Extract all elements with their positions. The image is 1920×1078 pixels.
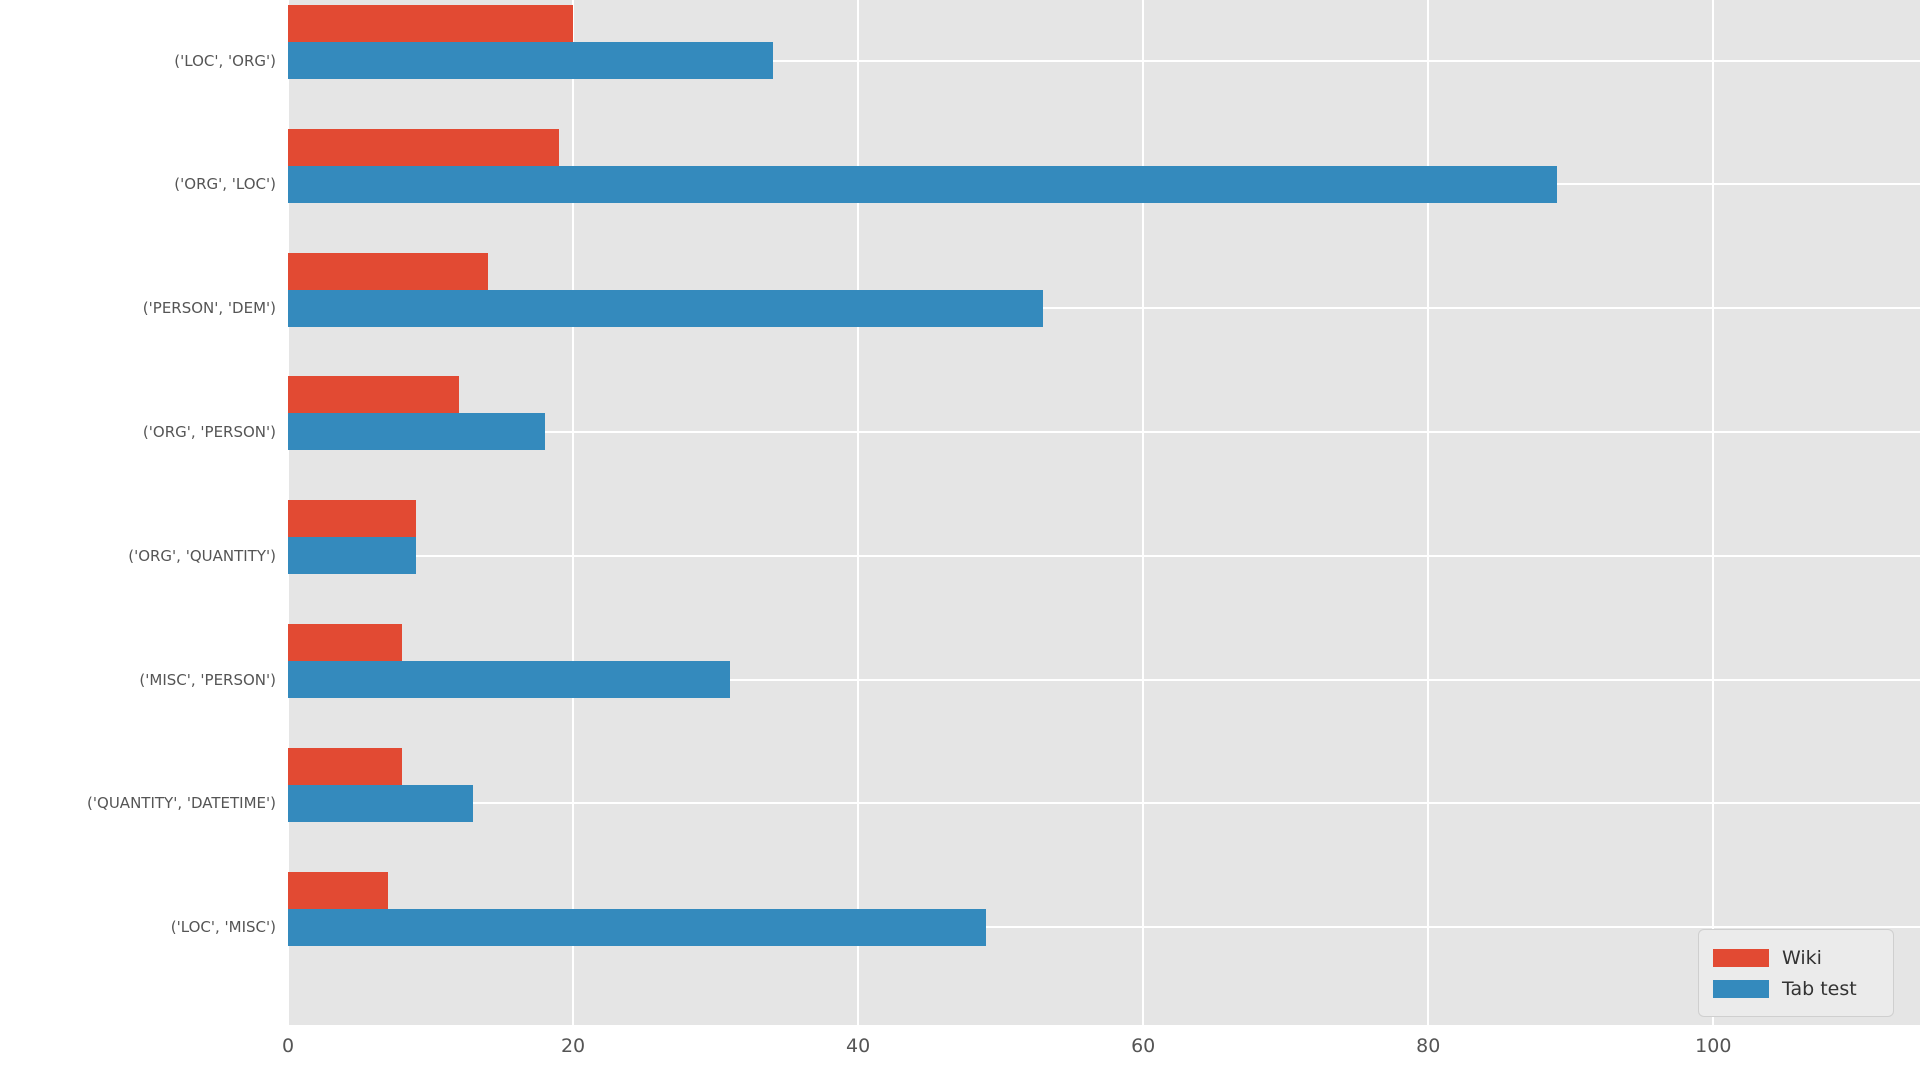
legend-entry: Tab test: [1713, 978, 1879, 1000]
bar-tab-test: [288, 537, 417, 575]
x-gridline: [857, 0, 860, 1025]
y-gridline: [288, 678, 1920, 681]
y-tick-label: ('PERSON', 'DEM'): [142, 299, 276, 318]
y-gridline: [288, 802, 1920, 805]
x-gridline: [1142, 0, 1145, 1025]
legend-swatch-tab-test: [1713, 979, 1769, 998]
y-tick-label: ('QUANTITY', 'DATETIME'): [87, 794, 276, 813]
x-tick-label: 60: [1131, 1035, 1156, 1057]
bar-wiki: [288, 500, 417, 538]
x-gridline: [572, 0, 575, 1025]
legend-entry: Wiki: [1713, 947, 1879, 969]
plot-area: [288, 0, 1920, 1025]
bar-tab-test: [288, 289, 1044, 327]
bar-wiki: [288, 5, 574, 42]
legend-label: Tab test: [1782, 977, 1857, 1000]
bar-wiki: [288, 252, 488, 290]
bar-wiki: [288, 376, 460, 414]
y-tick-label: ('LOC', 'MISC'): [170, 918, 276, 937]
x-tick-label: 100: [1695, 1035, 1732, 1057]
bar-wiki: [288, 624, 403, 661]
y-gridline: [288, 307, 1920, 310]
bar-tab-test: [288, 413, 545, 451]
y-gridline: [288, 59, 1920, 62]
bar-wiki: [288, 128, 559, 166]
bar-tab-test: [288, 42, 773, 79]
bar-wiki: [288, 871, 388, 909]
bar-tab-test: [288, 784, 474, 822]
x-gridline: [1427, 0, 1430, 1025]
y-tick-label: ('MISC', 'PERSON'): [139, 670, 276, 689]
y-gridline: [288, 430, 1920, 433]
y-gridline: [288, 554, 1920, 557]
y-tick-label: ('ORG', 'PERSON'): [142, 422, 276, 441]
y-tick-label: ('ORG', 'QUANTITY'): [128, 546, 276, 565]
x-gridline: [1712, 0, 1715, 1025]
legend-swatch-wiki: [1713, 948, 1769, 967]
bar-wiki: [288, 747, 403, 785]
x-tick-label: 40: [846, 1035, 871, 1057]
x-tick-label: 80: [1416, 1035, 1441, 1057]
legend: Wiki Tab test: [1698, 929, 1894, 1017]
y-gridline: [288, 926, 1920, 929]
x-tick-label: 0: [281, 1035, 295, 1057]
y-tick-label: ('LOC', 'ORG'): [174, 51, 276, 70]
legend-label: Wiki: [1782, 946, 1822, 969]
bar-tab-test: [288, 661, 730, 698]
bar-tab-test: [288, 165, 1557, 203]
y-tick-label: ('ORG', 'LOC'): [174, 175, 276, 194]
bar-tab-test: [288, 908, 987, 946]
x-tick-label: 20: [560, 1035, 586, 1057]
